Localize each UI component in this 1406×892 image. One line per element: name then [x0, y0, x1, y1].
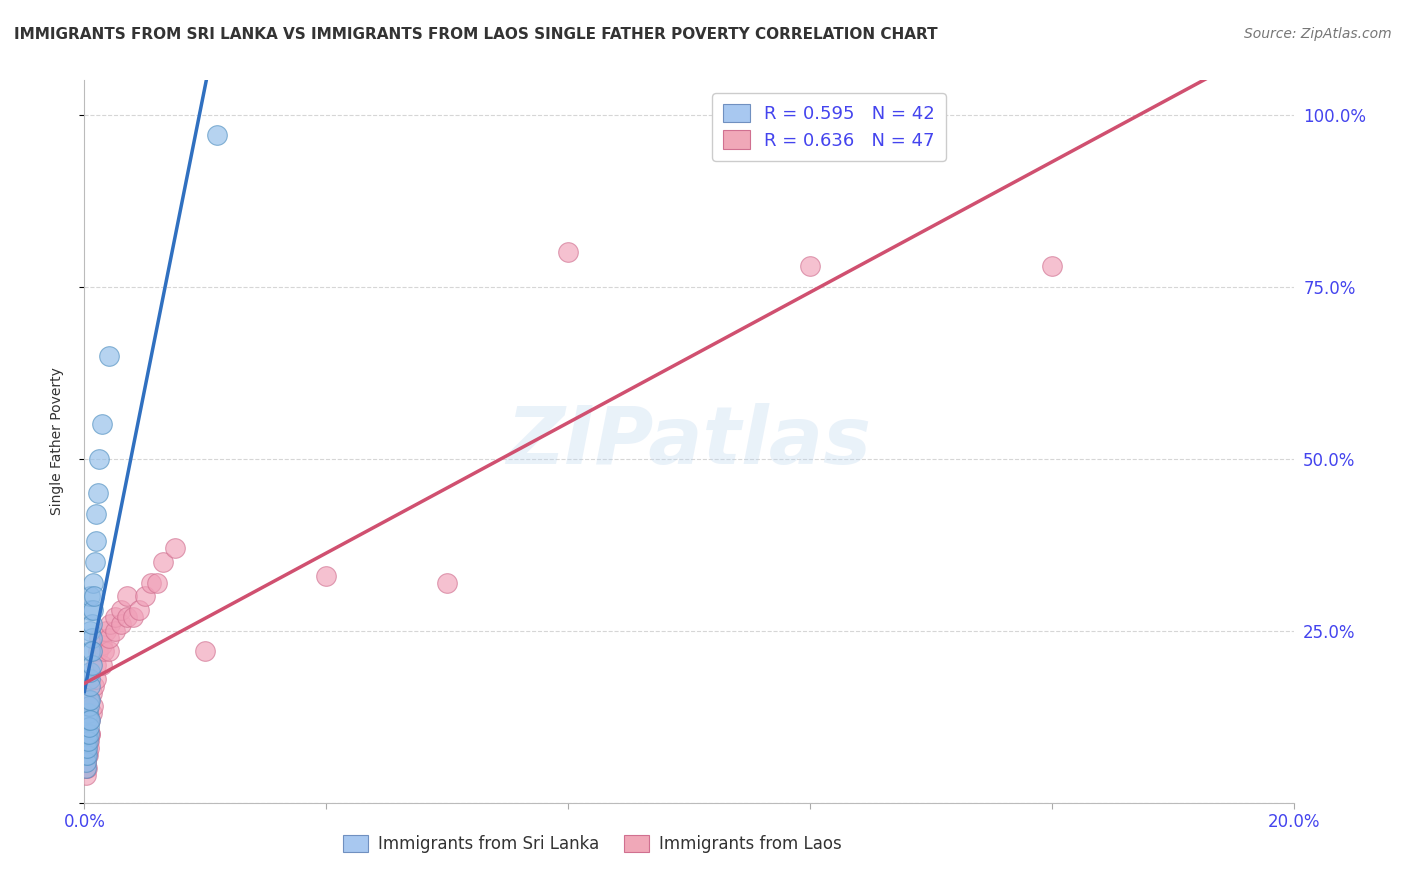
Point — [77, 713, 100, 727]
Point — [79, 679, 101, 693]
Point — [79, 692, 101, 706]
Point — [83, 679, 105, 693]
Point — [139, 575, 162, 590]
Point — [89, 451, 111, 466]
Point — [77, 727, 100, 741]
Point — [77, 692, 100, 706]
Point — [82, 575, 104, 590]
Text: IMMIGRANTS FROM SRI LANKA VS IMMIGRANTS FROM LAOS SINGLE FATHER POVERTY CORRELAT: IMMIGRANTS FROM SRI LANKA VS IMMIGRANTS … — [14, 27, 938, 42]
Point — [82, 686, 104, 700]
Point — [77, 734, 100, 748]
Point — [76, 727, 98, 741]
Point — [94, 624, 117, 638]
Point — [93, 644, 115, 658]
Point — [75, 740, 97, 755]
Point — [86, 658, 108, 673]
Point — [110, 616, 132, 631]
Point — [194, 644, 217, 658]
Point — [77, 740, 100, 755]
Point — [152, 555, 174, 569]
Point — [91, 417, 114, 432]
Point — [77, 706, 100, 721]
Point — [76, 740, 98, 755]
Point — [86, 486, 108, 500]
Point — [82, 644, 104, 658]
Point — [75, 761, 97, 775]
Text: Source: ZipAtlas.com: Source: ZipAtlas.com — [1244, 27, 1392, 41]
Point — [315, 568, 337, 582]
Point — [82, 616, 104, 631]
Point — [91, 638, 114, 652]
Point — [115, 610, 138, 624]
Point — [799, 259, 821, 273]
Point — [115, 590, 138, 604]
Point — [79, 665, 101, 679]
Point — [86, 534, 108, 549]
Point — [89, 631, 111, 645]
Legend: Immigrants from Sri Lanka, Immigrants from Laos: Immigrants from Sri Lanka, Immigrants fr… — [336, 828, 848, 860]
Point — [75, 734, 97, 748]
Point — [134, 590, 156, 604]
Point — [97, 644, 120, 658]
Point — [104, 610, 127, 624]
Point — [77, 747, 100, 762]
Point — [79, 692, 101, 706]
Point — [97, 349, 120, 363]
Point — [76, 761, 98, 775]
Point — [76, 713, 98, 727]
Point — [557, 245, 579, 260]
Point — [77, 734, 100, 748]
Point — [75, 755, 97, 769]
Point — [79, 590, 101, 604]
Point — [91, 658, 114, 673]
Point — [80, 658, 103, 673]
Point — [84, 555, 107, 569]
Point — [77, 720, 100, 734]
Text: ZIPatlas: ZIPatlas — [506, 402, 872, 481]
Point — [79, 672, 101, 686]
Point — [83, 590, 105, 604]
Point — [75, 768, 97, 782]
Point — [82, 603, 104, 617]
Point — [98, 616, 121, 631]
Point — [86, 507, 108, 521]
Point — [146, 575, 169, 590]
Point — [110, 603, 132, 617]
Point — [80, 631, 103, 645]
Point — [79, 713, 101, 727]
Point — [1040, 259, 1063, 273]
Point — [104, 624, 127, 638]
Point — [75, 755, 97, 769]
Point — [76, 740, 98, 755]
Point — [75, 720, 97, 734]
Point — [79, 603, 101, 617]
Point — [76, 727, 98, 741]
Point — [82, 699, 104, 714]
Point — [79, 727, 101, 741]
Point — [80, 706, 103, 721]
Point — [121, 610, 143, 624]
Point — [165, 541, 187, 556]
Point — [97, 631, 120, 645]
Point — [79, 713, 101, 727]
Point — [207, 128, 229, 143]
Point — [79, 624, 101, 638]
Point — [76, 747, 98, 762]
Point — [75, 747, 97, 762]
Point — [436, 575, 458, 590]
Point — [86, 644, 108, 658]
Point — [128, 603, 150, 617]
Point — [75, 761, 97, 775]
Point — [77, 699, 100, 714]
Point — [76, 747, 98, 762]
Point — [86, 672, 108, 686]
Y-axis label: Single Father Poverty: Single Father Poverty — [49, 368, 63, 516]
Point — [79, 727, 101, 741]
Point — [79, 644, 101, 658]
